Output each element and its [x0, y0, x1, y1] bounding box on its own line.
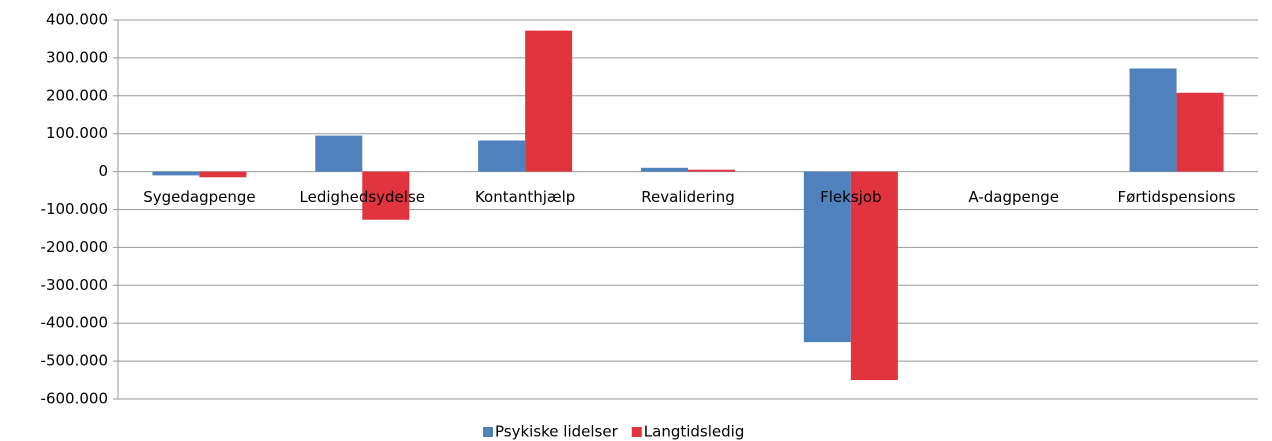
legend-swatch — [631, 427, 642, 437]
legend-label: Psykiske lidelser — [495, 423, 619, 441]
bar — [199, 171, 247, 178]
bar — [152, 171, 200, 176]
x-tick-label: Ledighedsydelse — [300, 188, 425, 206]
legend-label: Langtidsledig — [644, 423, 745, 441]
y-tick-label: -300.000 — [41, 276, 108, 294]
y-tick-label: 100.000 — [46, 124, 108, 142]
x-tick-label: Revalidering — [641, 188, 735, 206]
bar — [803, 171, 851, 343]
y-tick-label: 0 — [98, 162, 108, 180]
bar — [1176, 92, 1224, 172]
bar — [850, 171, 898, 381]
x-tick-label: A-dagpenge — [968, 188, 1059, 206]
x-tick-label: Førtidspensions — [1118, 188, 1236, 206]
bar — [315, 135, 363, 172]
bar — [362, 171, 410, 220]
y-tick-label: -100.000 — [41, 200, 108, 218]
bar — [688, 169, 735, 172]
y-tick-label: 400.000 — [46, 11, 108, 29]
y-tick-label: 200.000 — [46, 86, 108, 104]
x-tick-label: Fleksjob — [820, 188, 881, 206]
bar — [478, 140, 526, 172]
legend-swatch — [483, 427, 493, 437]
bar — [641, 167, 688, 172]
y-tick-label: -400.000 — [41, 314, 108, 332]
bar — [1129, 68, 1177, 172]
x-tick-label: Sygedagpenge — [143, 188, 255, 206]
x-tick-label: Kontanthjælp — [475, 188, 575, 206]
y-tick-label: -600.000 — [41, 390, 108, 408]
y-tick-label: 300.000 — [46, 48, 108, 66]
y-tick-label: -500.000 — [41, 352, 108, 370]
y-tick-label: -200.000 — [41, 238, 108, 256]
bar — [525, 30, 573, 172]
